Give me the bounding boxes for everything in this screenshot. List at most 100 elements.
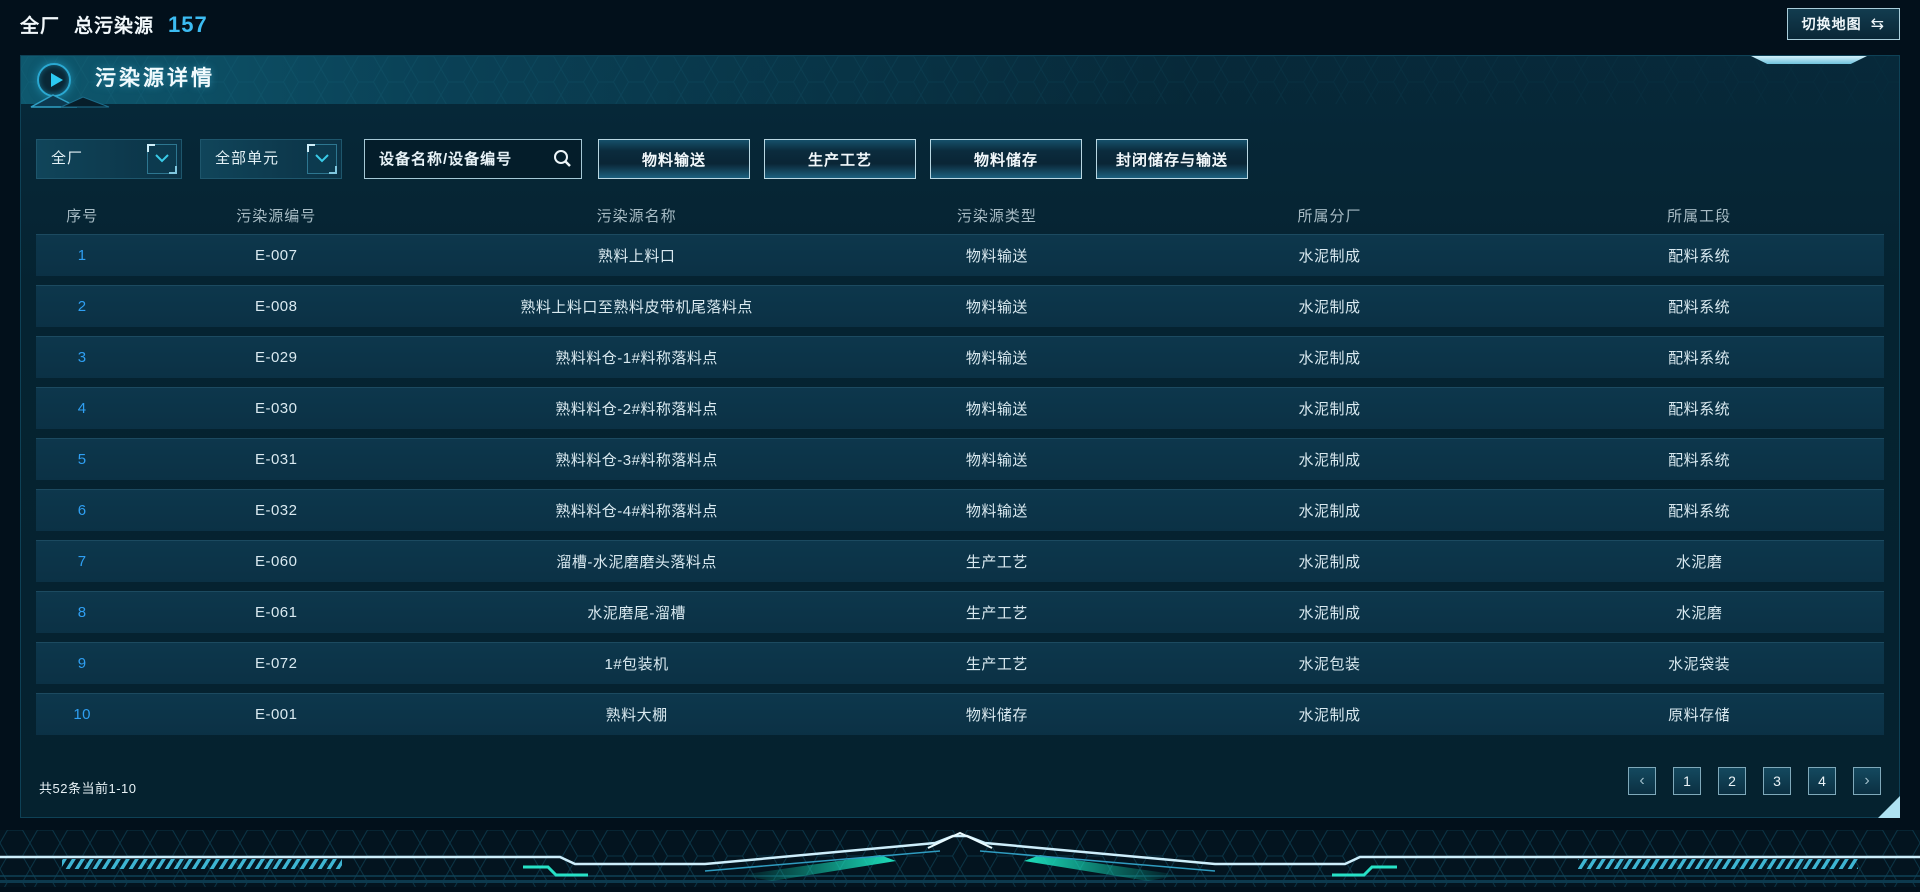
mountain-decoration [30, 94, 110, 108]
table-row[interactable]: 9 E-072 1#包装机 生产工艺 水泥包装 水泥袋装 [36, 642, 1884, 684]
table-cell: 配料系统 [1668, 350, 1731, 367]
page-button[interactable]: 3 [1763, 767, 1791, 795]
table-cell: 生产工艺 [965, 605, 1028, 622]
table-cell: 水泥磨 [1675, 554, 1723, 571]
column-header: 污染源编号 [236, 207, 317, 225]
table-cell: 物料输送 [965, 350, 1028, 367]
table-cell: E-008 [254, 298, 298, 315]
column-header: 所属工段 [1667, 207, 1732, 225]
table-cell: 熟料上料口至熟料皮带机尾落料点 [520, 299, 753, 316]
table-cell: E-029 [254, 349, 298, 366]
table-cell: 原料存储 [1668, 707, 1731, 724]
table-row[interactable]: 10 E-001 熟料大棚 物料储存 水泥制成 原料存储 [36, 693, 1884, 735]
chevron-down-icon [315, 154, 329, 163]
type-filter-group: 物料输送 生产工艺 物料储存 封闭储存与输送 [598, 139, 1248, 179]
chevron-down-icon [155, 154, 169, 163]
page-button[interactable]: 4 [1808, 767, 1836, 795]
table-cell: 水泥制成 [1298, 401, 1361, 418]
search-input[interactable] [364, 139, 582, 179]
search-box [364, 139, 582, 179]
page-button[interactable]: 1 [1673, 767, 1701, 795]
table-row[interactable]: 1 E-007 熟料上料口 物料输送 水泥制成 配料系统 [36, 234, 1884, 276]
row-index-cell: 9 [77, 655, 87, 672]
row-index-cell: 8 [77, 604, 87, 621]
swap-arrows-icon: ⇆ [1870, 16, 1885, 33]
table-cell: 水泥制成 [1298, 452, 1361, 469]
plant-scope-label: 全厂 [20, 15, 61, 37]
table-cell: 物料输送 [965, 503, 1028, 520]
table-cell: E-072 [254, 655, 298, 672]
row-index-cell: 10 [73, 706, 92, 723]
table-cell: 熟料大棚 [605, 707, 668, 724]
switch-map-label: 切换地图 [1801, 16, 1862, 32]
row-index-cell: 1 [77, 247, 87, 264]
table-cell: E-060 [254, 553, 298, 570]
table-row[interactable]: 3 E-029 熟料料仓-1#料称落料点 物料输送 水泥制成 配料系统 [36, 336, 1884, 378]
table-row[interactable]: 8 E-061 水泥磨尾-溜槽 生产工艺 水泥制成 水泥磨 [36, 591, 1884, 633]
table-cell: 水泥制成 [1298, 554, 1361, 571]
table-row[interactable]: 2 E-008 熟料上料口至熟料皮带机尾落料点 物料输送 水泥制成 配料系统 [36, 285, 1884, 327]
table-cell: 生产工艺 [965, 656, 1028, 673]
table-cell: 熟料料仓-4#料称落料点 [555, 503, 718, 520]
page-button[interactable]: 2 [1718, 767, 1746, 795]
filter-type-button[interactable]: 物料储存 [930, 139, 1082, 179]
plant-select-chevron-box[interactable] [147, 144, 177, 174]
table-cell: 溜槽-水泥磨磨头落料点 [556, 554, 717, 571]
pagination: ‹ 1 2 3 4 › [1628, 767, 1881, 795]
table-cell: 水泥制成 [1298, 248, 1361, 265]
top-bar: 全厂 总污染源 157 切换地图 ⇆ [0, 0, 1920, 48]
row-index-cell: 2 [77, 298, 87, 315]
table-cell: 熟料料仓-3#料称落料点 [555, 452, 718, 469]
column-header: 污染源名称 [596, 207, 677, 225]
table-cell: E-061 [254, 604, 298, 621]
filter-type-button[interactable]: 封闭储存与输送 [1096, 139, 1248, 179]
table-cell: E-031 [254, 451, 298, 468]
table-cell: 水泥制成 [1298, 350, 1361, 367]
play-icon [37, 63, 71, 97]
table-cell: 物料输送 [965, 401, 1028, 418]
plant-select-value: 全厂 [51, 150, 84, 167]
total-sources-label: 总污染源 [74, 15, 155, 37]
table-cell: 水泥制成 [1298, 707, 1361, 724]
table-cell: 物料输送 [965, 299, 1028, 316]
panel-title: 污染源详情 [95, 67, 215, 90]
table-cell: 配料系统 [1668, 299, 1731, 316]
plant-select[interactable]: 全厂 [36, 139, 182, 179]
table-cell: 配料系统 [1668, 452, 1731, 469]
table-row[interactable]: 7 E-060 溜槽-水泥磨磨头落料点 生产工艺 水泥制成 水泥磨 [36, 540, 1884, 582]
unit-select-value: 全部单元 [215, 150, 280, 167]
filter-type-button[interactable]: 物料输送 [598, 139, 750, 179]
header-notch-decoration [1751, 56, 1867, 64]
footer-decoration [0, 830, 1920, 887]
page-title: 全厂 总污染源 157 [20, 11, 208, 38]
column-header: 污染源类型 [956, 207, 1037, 225]
table-cell: 生产工艺 [965, 554, 1028, 571]
row-index-cell: 4 [77, 400, 87, 417]
table-cell: 熟料上料口 [597, 248, 676, 265]
row-index-cell: 7 [77, 553, 87, 570]
total-sources-count: 157 [168, 11, 208, 37]
table-row[interactable]: 4 E-030 熟料料仓-2#料称落料点 物料输送 水泥制成 配料系统 [36, 387, 1884, 429]
unit-select-chevron-box[interactable] [307, 144, 337, 174]
table-cell: 物料输送 [965, 452, 1028, 469]
search-icon[interactable] [553, 149, 572, 168]
table-row[interactable]: 5 E-031 熟料料仓-3#料称落料点 物料输送 水泥制成 配料系统 [36, 438, 1884, 480]
table-cell: 水泥制成 [1298, 605, 1361, 622]
switch-map-button[interactable]: 切换地图 ⇆ [1786, 8, 1900, 40]
table-cell: 水泥袋装 [1668, 656, 1731, 673]
table-row[interactable]: 6 E-032 熟料料仓-4#料称落料点 物料输送 水泥制成 配料系统 [36, 489, 1884, 531]
unit-select[interactable]: 全部单元 [200, 139, 342, 179]
table-cell: 水泥包装 [1298, 656, 1361, 673]
table-cell: 1#包装机 [604, 656, 669, 673]
column-header: 所属分厂 [1297, 207, 1362, 225]
panel-header: 污染源详情 [21, 56, 1899, 108]
next-page-button[interactable]: › [1853, 767, 1881, 795]
table-cell: 水泥磨尾-溜槽 [587, 605, 686, 622]
table-cell: 水泥制成 [1298, 299, 1361, 316]
prev-page-button[interactable]: ‹ [1628, 767, 1656, 795]
table-header: 序号 污染源编号 污染源名称 污染源类型 所属分厂 所属工段 [36, 196, 1884, 234]
tech-border-decoration [0, 830, 1920, 887]
table-cell: 熟料料仓-1#料称落料点 [555, 350, 718, 367]
filter-type-button[interactable]: 生产工艺 [764, 139, 916, 179]
